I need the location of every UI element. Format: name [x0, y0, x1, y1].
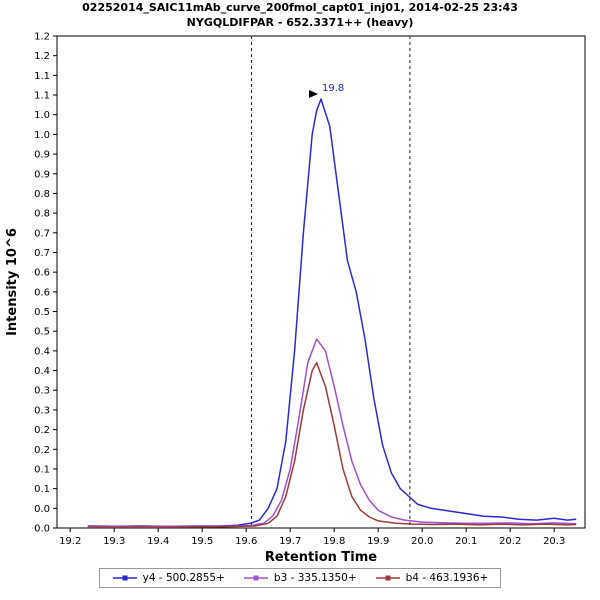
peak-arrow-icon	[309, 89, 318, 98]
legend-label: b3 - 335.1350+	[273, 572, 357, 584]
chart-subtitle: NYGQLDIFPAR - 652.3371++ (heavy)	[186, 16, 414, 29]
y-tick-label: 1.1	[34, 91, 50, 102]
legend-line-swatch-icon	[375, 575, 400, 581]
legend-item-b3: b3 - 335.1350+	[243, 572, 357, 584]
plot-area	[56, 35, 586, 529]
y-tick-label: 0.1	[34, 484, 50, 495]
x-tick-label: 19.7	[279, 536, 301, 547]
x-tick-label: 19.9	[367, 536, 389, 547]
y-tick-label: 0.8	[34, 189, 50, 200]
y-tick-label: 1.2	[34, 32, 50, 43]
x-tick-label: 19.8	[323, 536, 345, 547]
y-tick-label: 0.2	[34, 445, 50, 456]
y-tick-label: 1.2	[34, 51, 50, 62]
y-tick-label: 1.1	[34, 71, 50, 82]
x-tick-label: 20.2	[499, 536, 521, 547]
legend-line-swatch-icon	[112, 575, 137, 581]
y-tick-label: 0.0	[34, 524, 50, 535]
y-tick-label: 0.3	[34, 405, 50, 416]
y-tick-label: 1.0	[34, 110, 50, 121]
x-tick-label: 20.3	[543, 536, 565, 547]
y-axis: 0.0 0.0 0.1 0.1 0.2 0.2 0.3 0.3 0.4 0.4 0.5 0.5 0.6 0…	[34, 32, 57, 535]
legend-label: b4 - 463.1936+	[405, 572, 489, 584]
chart-title: 02252014_SAIC11mAb_curve_200fmol_capt01_…	[82, 1, 518, 14]
legend-item-b4: b4 - 463.1936+	[375, 572, 489, 584]
y-tick-label: 0.7	[34, 248, 50, 259]
x-tick-label: 19.5	[191, 536, 213, 547]
legend-line-swatch-icon	[243, 575, 268, 581]
x-tick-label: 20.1	[455, 536, 477, 547]
x-tick-label: 19.4	[147, 536, 169, 547]
x-axis-label: Retention Time	[265, 550, 377, 565]
x-tick-label: 19.3	[103, 536, 125, 547]
series-trace-b3	[87, 338, 577, 528]
x-axis: 19.2 19.3 19.4 19.5 19.6 19.7 19.8 19.9 20.0 20.1…	[59, 528, 565, 547]
x-tick-label: 20.0	[411, 536, 433, 547]
y-tick-label: 0.5	[34, 307, 50, 318]
legend-item-y4: y4 - 500.2855+	[112, 572, 225, 584]
x-tick-label: 19.6	[235, 536, 257, 547]
legend-wrap: y4 - 500.2855+ b3 - 335.1350+ b4 - 463.193…	[0, 568, 600, 588]
y-tick-label: 0.2	[34, 425, 50, 436]
y-tick-label: 0.3	[34, 386, 50, 397]
series-trace-y4	[87, 98, 577, 528]
y-tick-label: 0.9	[34, 150, 50, 161]
y-tick-label: 0.5	[34, 327, 50, 338]
y-tick-label: 0.6	[34, 287, 50, 298]
y-tick-label: 0.7	[34, 228, 50, 239]
y-tick-label: 0.8	[34, 209, 50, 220]
legend: y4 - 500.2855+ b3 - 335.1350+ b4 - 463.193…	[98, 568, 502, 588]
y-tick-label: 0.4	[34, 346, 50, 357]
series-trace-b4	[87, 361, 577, 528]
y-tick-label: 0.6	[34, 268, 50, 279]
y-tick-label: 0.4	[34, 366, 50, 377]
chromatogram-plot: Intensity 10^6 Retention Time 0.00.00.10…	[5, 32, 586, 565]
y-tick-label: 0.0	[34, 504, 50, 515]
x-tick-label: 19.2	[59, 536, 81, 547]
y-axis-label: Intensity 10^6	[5, 228, 20, 336]
peak-rt-annotation: 19.8	[322, 83, 344, 94]
legend-label: y4 - 500.2855+	[142, 572, 225, 584]
y-tick-label: 0.9	[34, 169, 50, 180]
y-tick-label: 0.1	[34, 464, 50, 475]
y-tick-label: 1.0	[34, 130, 50, 141]
